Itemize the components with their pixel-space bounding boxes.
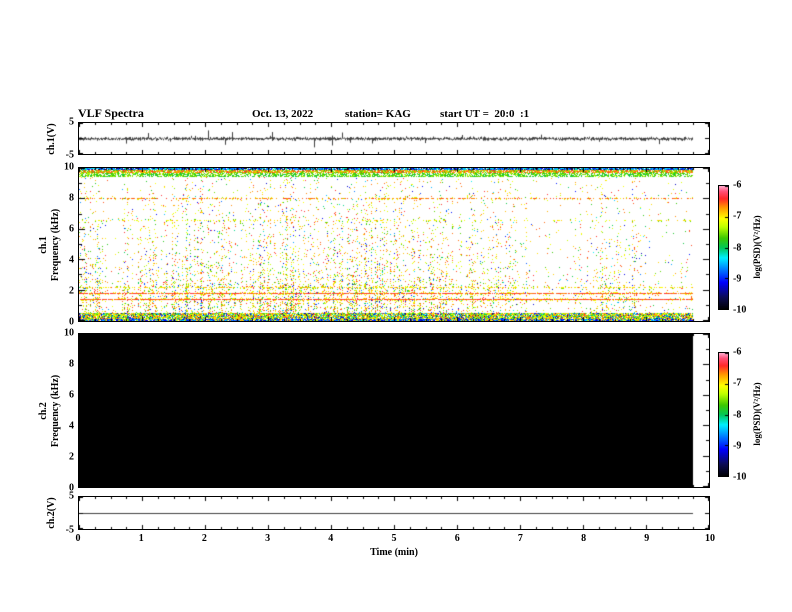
ch1-colorbar-tick-label: -9 [733, 273, 742, 285]
ch1-spectrogram-panel [78, 167, 710, 322]
ch1-colorbar-tick-label: -7 [733, 210, 742, 222]
ch2-volt-tick-label: -5 [65, 524, 74, 536]
ch2-freq-tick-label: 6 [69, 389, 74, 401]
ch1-colorbar-tick-label: -8 [733, 242, 742, 253]
ch1-waveform-canvas [79, 123, 709, 154]
ch2-colorbar-tick-label: -9 [733, 440, 742, 452]
x-tick-label: 1 [138, 533, 144, 544]
ch2-waveform-panel [78, 496, 710, 530]
ch1-freq-tick-label: 0 [69, 316, 74, 328]
figure-title: VLF Spectra [78, 106, 144, 120]
ch1-freq-tick-label: 4 [69, 254, 74, 266]
ch2-frequency-axis-label-line1: ch.2 [38, 402, 49, 420]
ch2-freq-tick-label: 2 [69, 451, 74, 463]
start-ut-label: start UT = 20:0 :1 [440, 108, 530, 120]
ch1-colorbar-label: log(PSD)(V²/Hz) [752, 215, 762, 279]
ch2-voltage-axis-label: ch.2(V) [46, 497, 57, 529]
ch2-frequency-axis-label-line2: Frequency (kHz) [50, 374, 61, 448]
ch1-frequency-axis-label: ch.1 Frequency (kHz) [38, 209, 62, 281]
x-tick-label: 5 [391, 533, 397, 544]
ch1-frequency-axis-label-line1: ch.1 [38, 236, 49, 254]
ch1-colorbar-canvas [719, 186, 728, 309]
ch1-freq-tick-label: 2 [69, 285, 74, 297]
ch2-colorbar-label: log(PSD)(V²/Hz) [752, 382, 762, 446]
ch1-freq-tick-label: 8 [69, 192, 74, 204]
date-label: Oct. 13, 2022 [252, 108, 314, 120]
ch1-volt-tick-label: -5 [65, 149, 74, 161]
ch2-freq-tick-label: 4 [69, 420, 74, 432]
ch1-waveform-panel [78, 122, 710, 155]
ch1-volt-tick-label: 5 [69, 116, 74, 128]
ch2-volt-tick-label: 5 [69, 490, 74, 502]
ch2-colorbar-canvas [719, 353, 728, 476]
x-tick-label: 0 [75, 533, 81, 544]
ch2-colorbar-tick-label: -10 [733, 471, 747, 483]
x-tick-label: 6 [454, 533, 460, 544]
ch2-colorbar [718, 352, 729, 477]
ch1-freq-tick-label: 10 [64, 161, 74, 173]
ch1-colorbar [718, 185, 729, 310]
ch2-spectrogram-panel [78, 333, 710, 488]
ch2-colorbar-tick-label: -8 [733, 409, 742, 420]
ch2-waveform-canvas [79, 497, 709, 529]
station-label: station= KAG [345, 108, 411, 120]
x-tick-label: 2 [201, 533, 207, 544]
x-tick-label: 4 [328, 533, 334, 544]
ch2-colorbar-tick-label: -6 [733, 346, 742, 358]
ch2-frequency-axis-label: ch.2 Frequency (kHz) [38, 375, 62, 447]
ch1-freq-tick-label: 6 [69, 223, 74, 235]
ch2-spectrogram-canvas [79, 334, 709, 487]
ch1-frequency-axis-label-line2: Frequency (kHz) [50, 208, 61, 282]
ch2-colorbar-tick-label: -7 [733, 377, 742, 389]
x-tick-label: 10 [705, 533, 715, 544]
x-tick-label: 7 [517, 533, 523, 544]
x-tick-label: 3 [265, 533, 271, 544]
ch2-freq-tick-label: 10 [64, 327, 74, 339]
x-tick-label: 8 [581, 533, 587, 544]
x-tick-label: 9 [644, 533, 650, 544]
ch2-freq-tick-label: 0 [69, 482, 74, 494]
time-axis-label: Time (min) [370, 547, 418, 558]
ch2-freq-tick-label: 8 [69, 358, 74, 370]
ch1-colorbar-tick-label: -10 [733, 304, 747, 316]
ch1-spectrogram-canvas [79, 168, 709, 321]
ch1-colorbar-tick-label: -6 [733, 179, 742, 191]
ch1-voltage-axis-label: ch.1(V) [46, 123, 57, 155]
